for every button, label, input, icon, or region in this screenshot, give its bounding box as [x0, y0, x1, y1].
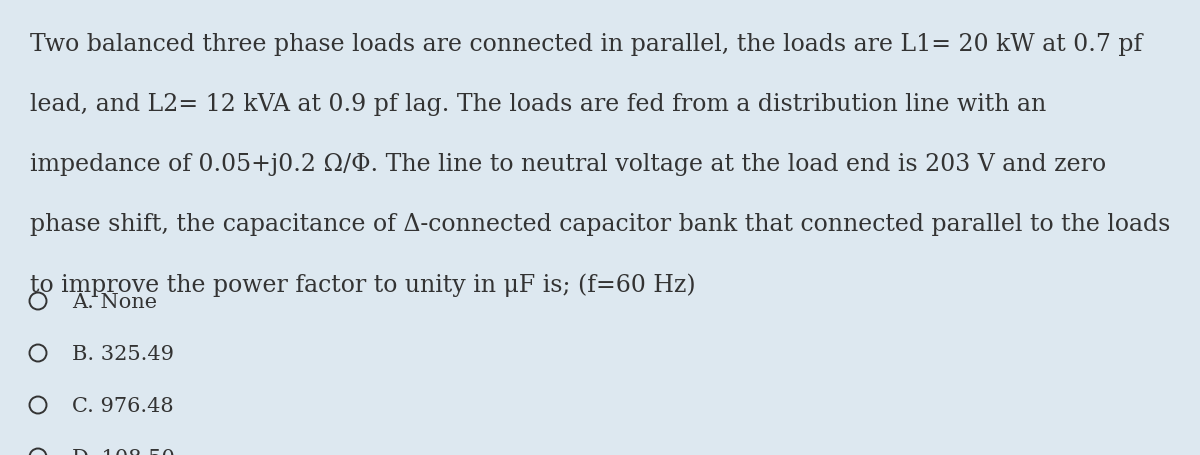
Text: lead, and L2= 12 kVA at 0.9 pf lag. The loads are fed from a distribution line w: lead, and L2= 12 kVA at 0.9 pf lag. The … [30, 93, 1046, 116]
Text: C. 976.48: C. 976.48 [72, 397, 174, 416]
Text: D. 108.50: D. 108.50 [72, 449, 175, 455]
Text: impedance of 0.05+j0.2 Ω/Φ. The line to neutral voltage at the load end is 203 V: impedance of 0.05+j0.2 Ω/Φ. The line to … [30, 153, 1106, 176]
Text: to improve the power factor to unity in μF is; (f=60 Hz): to improve the power factor to unity in … [30, 273, 696, 297]
Text: Two balanced three phase loads are connected in parallel, the loads are L1= 20 k: Two balanced three phase loads are conne… [30, 33, 1142, 56]
Text: A. None: A. None [72, 293, 157, 312]
Text: phase shift, the capacitance of Δ-connected capacitor bank that connected parall: phase shift, the capacitance of Δ-connec… [30, 213, 1170, 236]
Text: B. 325.49: B. 325.49 [72, 345, 174, 364]
